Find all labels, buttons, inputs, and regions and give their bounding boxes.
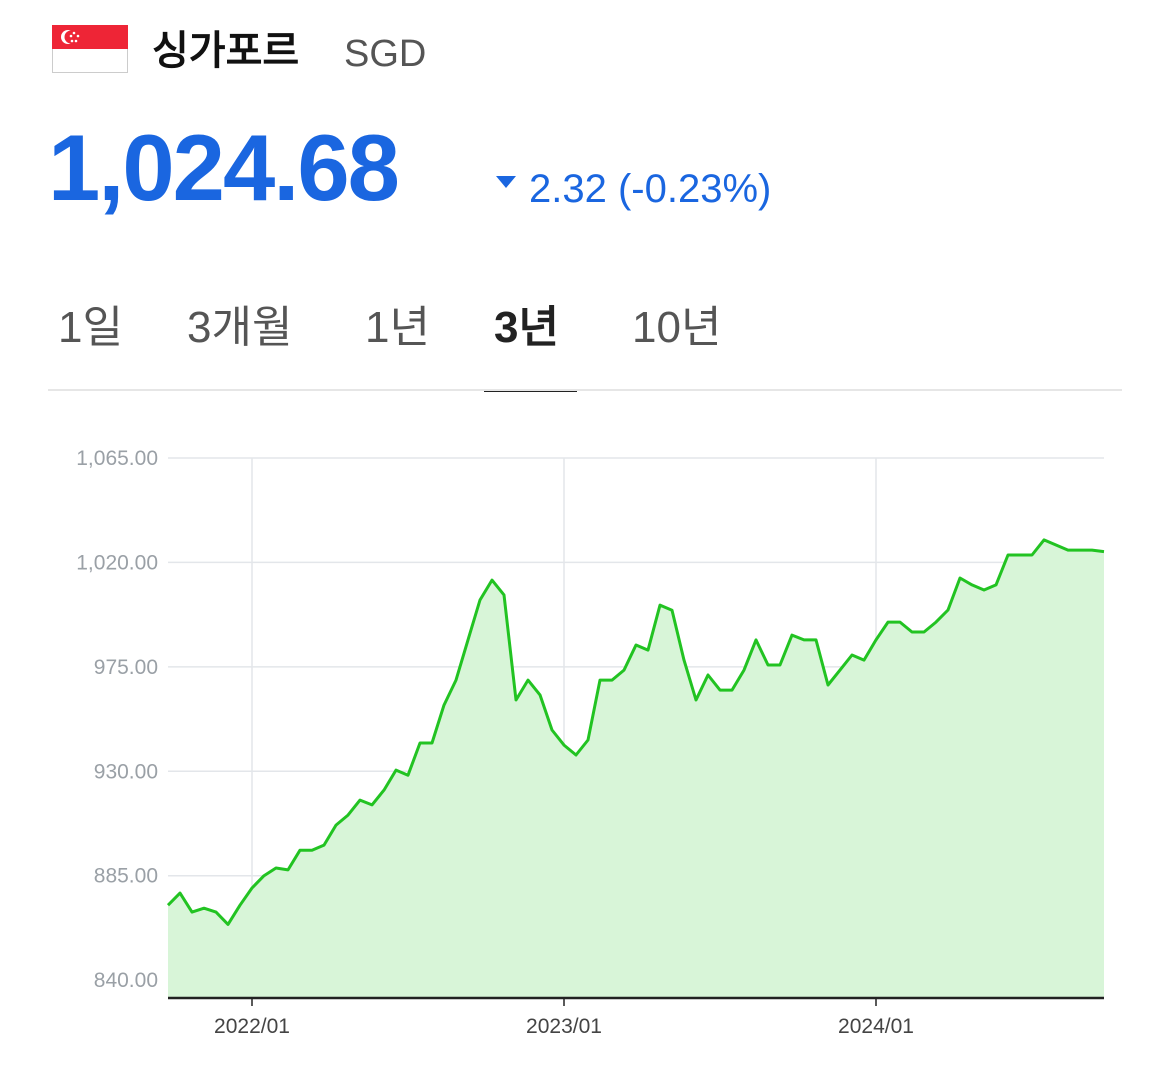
area-fill	[168, 539, 1104, 998]
period-tab[interactable]: 3년	[494, 303, 559, 352]
flag	[52, 25, 128, 73]
period-tab[interactable]: 1일	[58, 303, 123, 352]
period-tabs: 1일 3개월 1년 3년 10년	[58, 303, 721, 392]
x-tick-label: 2023/01	[526, 1015, 602, 1038]
period-tab[interactable]: 3개월	[187, 303, 292, 352]
price-change: 2.32 (-0.23%)	[529, 167, 771, 211]
x-tick-label: 2024/01	[838, 1015, 914, 1038]
down-arrow	[496, 176, 516, 188]
y-tick-label: 975.00	[94, 656, 158, 679]
x-tick-label: 2022/01	[214, 1015, 290, 1038]
y-tick-label: 1,020.00	[76, 551, 158, 574]
currency-code: SGD	[344, 33, 426, 75]
y-tick-label: 1,065.00	[76, 447, 158, 470]
period-tab[interactable]: 10년	[632, 303, 721, 352]
chart: 840.00 885.00 930.00 975.00 1,020.00 1,065.00…	[76, 447, 1105, 1038]
country-title: 싱가포르	[152, 29, 299, 73]
price: 1,024.68	[48, 115, 398, 220]
y-tick-label: 840.00	[94, 969, 158, 992]
y-tick-label: 930.00	[94, 760, 158, 783]
price-line	[166, 538, 1105, 926]
y-tick-label: 885.00	[94, 865, 158, 888]
period-tab[interactable]: 1년	[365, 303, 430, 352]
